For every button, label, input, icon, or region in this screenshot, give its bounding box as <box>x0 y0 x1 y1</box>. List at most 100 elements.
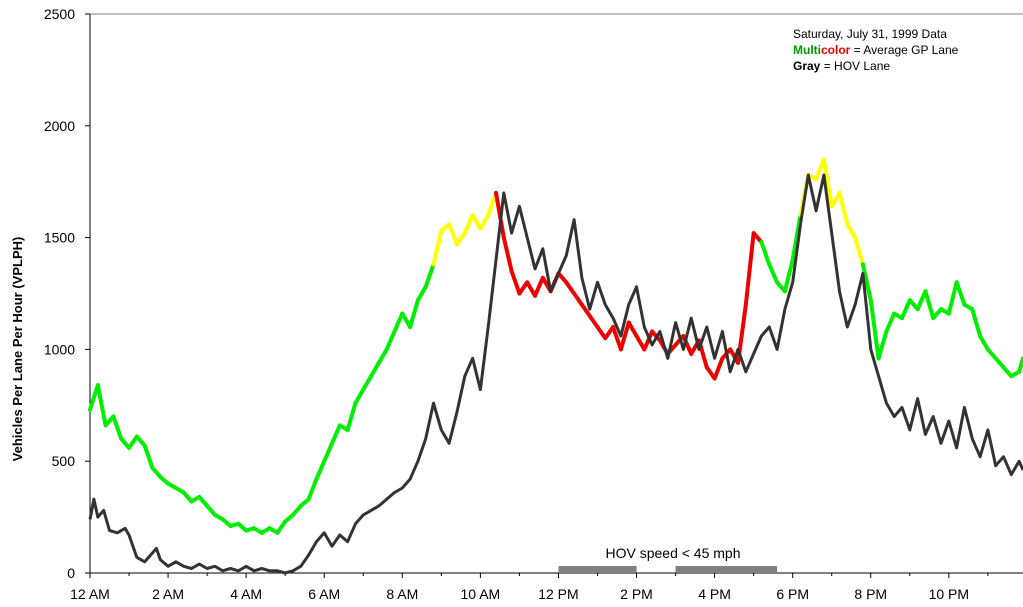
x-ticks: 12 AM 2 AM 4 AM 6 AM 8 AM 10 AM 12 PM 2 PM 4 PM 6… <box>70 573 989 602</box>
gp-line-segment <box>868 298 881 361</box>
gp-line-segment <box>915 289 928 312</box>
gp-line-segment <box>564 280 577 296</box>
gp-line-segment <box>970 307 983 338</box>
x-tick-label: 10 PM <box>929 586 969 602</box>
gp-line-segment <box>579 302 592 318</box>
legend-gp-text: = Average GP Lane <box>850 43 958 57</box>
x-tick-label: 12 PM <box>538 586 578 602</box>
gp-line-segment <box>322 441 335 464</box>
legend-color-word: color <box>821 43 851 57</box>
gp-line-segment <box>470 213 483 231</box>
hov-speed-annotation: HOV speed < 45 mph <box>558 545 778 573</box>
gp-line-segment <box>127 434 139 450</box>
gp-line-segment <box>618 320 631 352</box>
x-tick-label: 6 PM <box>776 586 809 602</box>
gp-line-segment <box>642 329 655 352</box>
gp-line-segment <box>88 383 100 412</box>
gp-line-segment <box>611 325 623 352</box>
gp-line-segment <box>884 311 897 334</box>
gp-line-segment <box>462 213 475 236</box>
gp-line-segment <box>501 235 514 274</box>
gp-line-segment <box>860 262 873 303</box>
gp-line-segment <box>759 240 772 267</box>
gp-line-segment <box>369 360 381 379</box>
hov-slow-period-bar <box>675 566 778 573</box>
x-tick-label: 8 PM <box>854 586 887 602</box>
gp-line-segment <box>1017 356 1023 374</box>
gp-line-segment <box>384 329 397 352</box>
gp-line-segment <box>923 289 936 321</box>
gp-line-segment <box>845 222 858 240</box>
legend: Saturday, July 31, 1999 Data Multicolor … <box>793 27 959 73</box>
x-tick-label: 4 PM <box>698 586 731 602</box>
gp-line-segment <box>376 347 389 365</box>
gp-line-segment <box>837 190 850 227</box>
y-tick-label: 1000 <box>44 341 75 357</box>
gp-line-segment <box>572 291 584 307</box>
gp-line-segment <box>525 280 538 298</box>
legend-gray-word: Gray <box>793 59 821 73</box>
gp-line-segment <box>587 313 600 330</box>
hov-line <box>88 173 1023 575</box>
gp-line-segment <box>954 280 967 307</box>
gp-line-segment <box>509 269 522 296</box>
legend-multi-word: Multi <box>793 43 821 57</box>
legend-hov-text: = HOV Lane <box>820 59 890 73</box>
gp-line-segment <box>95 383 108 428</box>
x-tick-label: 10 AM <box>461 586 501 602</box>
series-average-gp-lane <box>88 157 1023 535</box>
y-tick-label: 2500 <box>44 6 75 22</box>
gp-line-segment <box>626 320 639 338</box>
y-tick-label: 0 <box>67 565 75 581</box>
gp-line-segment <box>353 387 366 406</box>
hov-slow-period-bar <box>558 566 637 573</box>
gp-line-segment <box>345 401 358 432</box>
gp-line-segment <box>111 414 124 441</box>
gp-line-segment <box>392 311 405 334</box>
gp-line-segment <box>876 329 889 361</box>
gp-line-segment <box>595 325 608 341</box>
legend-line-date: Saturday, July 31, 1999 Data <box>793 27 947 41</box>
gp-line-segment <box>423 262 436 289</box>
gp-line-segment <box>821 157 834 209</box>
gp-line-segment <box>330 423 342 446</box>
x-tick-label: 4 AM <box>230 586 262 602</box>
gp-line-segment <box>899 298 912 321</box>
y-tick-label: 500 <box>52 453 76 469</box>
gp-line-segment <box>142 443 155 470</box>
gp-line-segment <box>431 228 444 267</box>
y-axis-label: Vehicles Per Lane Per Hour (VPLPH) <box>10 237 25 462</box>
gp-line-segment <box>408 298 420 330</box>
gp-line-segment <box>767 262 780 285</box>
annotation-text: HOV speed < 45 mph <box>605 545 740 561</box>
y-tick-label: 1500 <box>44 230 75 246</box>
y-tick-label: 2000 <box>44 118 75 134</box>
series-hov-lane <box>88 173 1023 575</box>
y-ticks: 0 500 1000 1500 2000 2500 <box>44 6 90 581</box>
x-tick-label: 2 AM <box>152 586 184 602</box>
gp-line-segment <box>978 333 990 352</box>
gp-line-segment <box>533 275 545 298</box>
gp-line-segment <box>790 213 803 262</box>
gp-line-segment <box>447 222 459 247</box>
gp-line-segment <box>306 477 319 502</box>
x-tick-label: 2 PM <box>620 586 653 602</box>
gp-line-segment <box>314 459 327 482</box>
gp-line-segment <box>275 519 288 535</box>
x-tick-label: 8 AM <box>386 586 418 602</box>
x-tick-label: 6 AM <box>308 586 340 602</box>
gp-line-segment <box>782 257 795 294</box>
gp-line-segment <box>743 231 756 307</box>
gp-line-segment <box>946 280 959 316</box>
gp-line-segment <box>853 235 865 267</box>
gp-line-segment <box>517 280 530 296</box>
axes <box>89 13 1023 574</box>
legend-line-multicolor: Multicolor = Average GP Lane <box>793 43 959 57</box>
gp-line-segment <box>454 231 467 247</box>
legend-line-gray: Gray = HOV Lane <box>793 59 890 73</box>
gp-line-segment <box>712 356 725 381</box>
gp-line-segment <box>415 284 428 303</box>
x-tick-label: 12 AM <box>70 586 110 602</box>
gp-line-segment <box>361 374 374 392</box>
